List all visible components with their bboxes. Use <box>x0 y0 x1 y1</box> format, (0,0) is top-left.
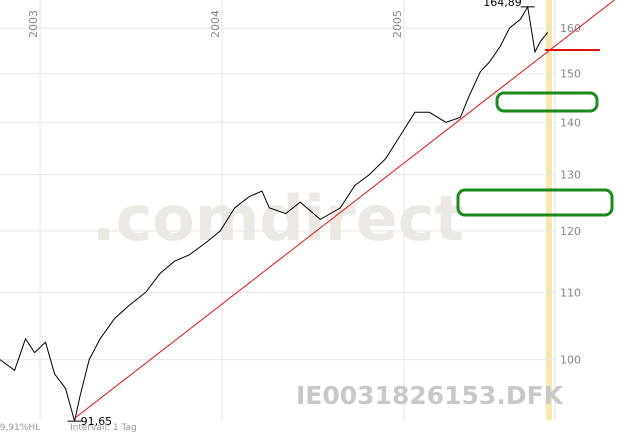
footer-left: 79,91%HL <box>0 423 40 433</box>
trend-line <box>74 0 616 419</box>
y-tick-label: 140 <box>560 116 581 129</box>
symbol: IE0031826153.DFK <box>296 381 565 410</box>
y-tick-label: 100 <box>560 354 581 367</box>
y-tick-label: 160 <box>560 22 581 35</box>
x-tick-label: 2003 <box>27 10 40 38</box>
x-tick-label: 2004 <box>209 10 222 38</box>
highlight-box <box>456 188 614 217</box>
y-tick-label: 110 <box>560 286 581 299</box>
annotation-label: 164,89 <box>483 0 522 9</box>
plot: 164,89 91,65 <box>0 0 549 428</box>
watermark: .comdirect <box>92 182 464 255</box>
annotation-label: 91,65 <box>81 415 113 428</box>
current-day-band <box>546 0 552 420</box>
y-tick-label: 120 <box>560 225 581 238</box>
y-tick-label: 130 <box>560 169 581 182</box>
price-line <box>0 5 549 422</box>
highlight-box <box>495 91 599 113</box>
grid: 100 110 120 130 140 150 160 2003 2004 2005 <box>0 0 581 420</box>
y-tick-label: 150 <box>560 68 581 81</box>
interval: Intervall: 1 Tag <box>70 423 137 433</box>
x-tick-label: 2005 <box>391 10 404 38</box>
